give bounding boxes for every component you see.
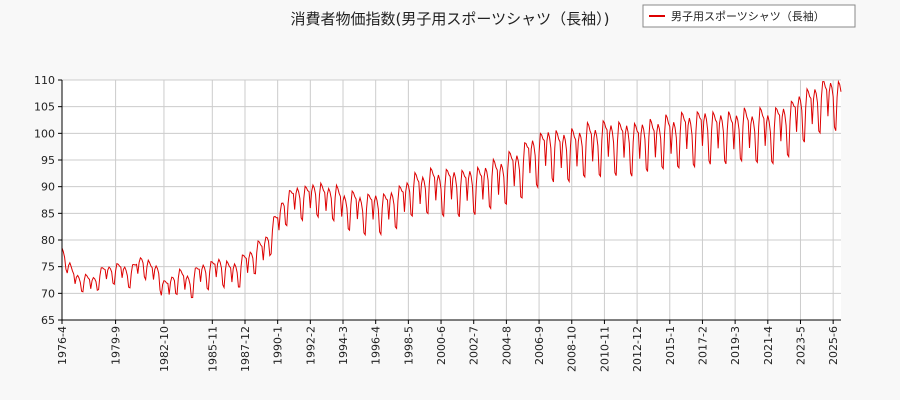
x-tick-label: 2010-11 [598, 326, 611, 372]
y-tick-label: 100 [34, 127, 55, 140]
x-tick-label: 2019-3 [729, 326, 742, 365]
plot-area [62, 80, 841, 320]
x-tick-label: 1990-1 [272, 326, 285, 365]
y-tick-label: 80 [41, 234, 55, 247]
x-tick-label: 2002-7 [468, 326, 481, 365]
x-tick-label: 2017-2 [696, 326, 709, 365]
y-tick-label: 95 [41, 154, 55, 167]
x-tick-label: 2015-1 [664, 326, 677, 365]
x-tick-label: 2006-9 [533, 326, 546, 365]
x-tick-label: 2000-6 [435, 326, 448, 365]
y-tick-label: 75 [41, 261, 55, 274]
series-layer [61, 79, 842, 299]
x-tick-label: 1982-10 [158, 326, 171, 372]
legend-box [642, 4, 856, 28]
x-tick-label: 2012-12 [631, 326, 644, 372]
y-tick-label: 90 [41, 181, 55, 194]
legend-label: 男子用スポーツシャツ（長袖） [671, 9, 825, 23]
y-tick-label: 110 [34, 74, 55, 87]
legend: 男子用スポーツシャツ（長袖） [642, 4, 856, 28]
x-tick-label: 2023-5 [794, 326, 807, 365]
y-tick-label: 65 [41, 314, 55, 327]
x-tick-label: 1998-5 [402, 326, 415, 365]
x-tick-label: 1976-4 [56, 326, 69, 365]
chart-title: 消費者物価指数(男子用スポーツシャツ（長袖）) [290, 10, 610, 28]
series-line [61, 79, 842, 299]
x-tick-label: 1996-4 [370, 326, 383, 365]
x-tick-label: 1994-3 [337, 326, 350, 365]
x-tick-label: 1987-12 [239, 326, 252, 372]
x-tick-label: 1985-11 [206, 326, 219, 372]
x-tick-label: 1979-9 [110, 326, 123, 365]
y-tick-label: 70 [41, 287, 55, 300]
axes: 65 70 75 80 85 90 95 100 105 110 1976-4 1979-9 1982-… [34, 74, 841, 372]
x-tick-label: 1992-2 [304, 326, 317, 365]
x-tick-label: 2021-4 [762, 326, 775, 365]
y-tick-label: 105 [34, 101, 55, 114]
x-tick-label: 2025-6 [827, 326, 840, 365]
x-tick-label: 2008-10 [566, 326, 579, 372]
y-tick-label: 85 [41, 207, 55, 220]
x-tick-label: 2004-8 [500, 326, 513, 365]
